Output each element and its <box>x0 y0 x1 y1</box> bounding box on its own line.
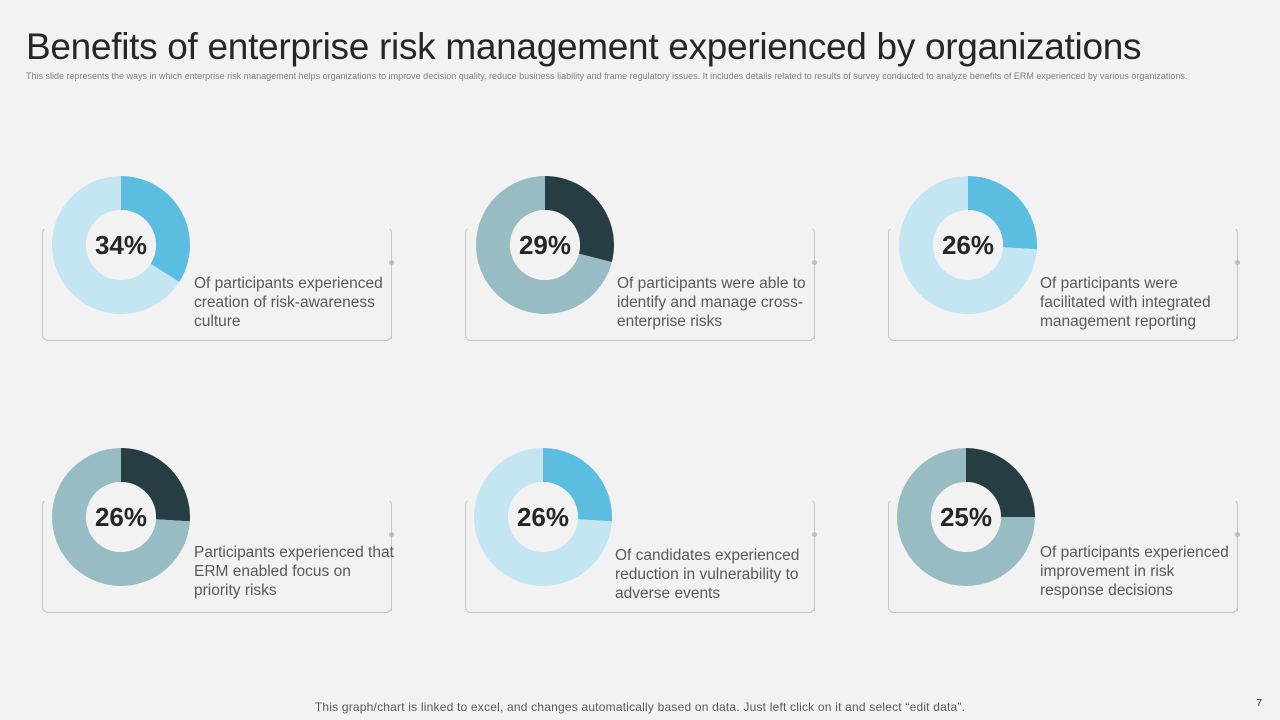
donut-svg <box>474 448 612 586</box>
donut-chart-6[interactable]: 25% <box>896 447 1036 587</box>
donut-slice-highlight[interactable] <box>968 176 1037 250</box>
donut-percentage-label: 26% <box>94 501 148 532</box>
donut-slice-remainder[interactable] <box>51 176 180 314</box>
slide-subtitle: This slide represents the ways in which … <box>26 71 1188 81</box>
donut-percentage-label: 34% <box>94 229 148 260</box>
donut-slice-highlight[interactable] <box>121 448 190 522</box>
donut-slice-highlight[interactable] <box>545 176 614 263</box>
donut-hole <box>933 210 1003 280</box>
stat-description: Of participants experienced creation of … <box>194 275 383 330</box>
stat-card-4: Participants experienced that ERM enable… <box>42 499 394 613</box>
stat-description: Of participants experienced improvement … <box>1040 544 1229 599</box>
donut-chart-4[interactable]: 26% <box>51 447 191 587</box>
donut-svg <box>899 176 1037 314</box>
donut-slice-remainder[interactable] <box>476 176 612 314</box>
card-edge-line <box>391 535 392 611</box>
donut-svg <box>52 448 190 586</box>
card-edge-line <box>1237 535 1238 611</box>
donut-chart-1[interactable]: 34% <box>51 175 191 315</box>
card-edge-line <box>1237 263 1238 339</box>
stat-card-1: Of participants experienced creation of … <box>42 227 394 341</box>
slide-title: Benefits of enterprise risk management e… <box>26 26 1142 67</box>
card-dot <box>389 260 394 265</box>
donut-percentage-label: 29% <box>518 229 572 260</box>
donut-svg <box>51 176 190 314</box>
footer-note: This graph/chart is linked to excel, and… <box>314 700 966 714</box>
card-edge-line <box>814 535 815 611</box>
card-dot <box>812 260 817 265</box>
donut-slice-remainder[interactable] <box>899 176 1037 314</box>
donut-percentage-label: 26% <box>941 229 995 260</box>
donut-percentage-label: 26% <box>516 501 570 532</box>
donut-slice-remainder[interactable] <box>52 448 190 586</box>
card-edge-line <box>814 263 815 339</box>
stat-description: Of candidates experienced reduction in v… <box>615 547 800 602</box>
donut-percentage-label: 25% <box>939 501 993 532</box>
card-dot <box>812 532 817 537</box>
donut-slice-remainder[interactable] <box>897 448 1035 586</box>
donut-slice-remainder[interactable] <box>474 448 612 586</box>
donut-slice-highlight[interactable] <box>543 448 612 522</box>
donut-chart-3[interactable]: 26% <box>898 175 1038 315</box>
page-number: 7 <box>1256 698 1262 709</box>
card-edge-line <box>391 263 392 339</box>
donut-hole <box>931 482 1001 552</box>
donut-chart-5[interactable]: 26% <box>473 447 613 587</box>
card-dot <box>389 532 394 537</box>
donut-hole <box>508 482 578 552</box>
stat-description: Participants experienced that ERM enable… <box>194 544 394 599</box>
donut-hole <box>510 210 580 280</box>
stat-description: Of participants were facilitated with in… <box>1040 275 1211 330</box>
donut-hole <box>86 482 156 552</box>
stat-card-6: Of participants experienced improvement … <box>888 499 1240 613</box>
donut-hole <box>86 210 156 280</box>
donut-slice-highlight[interactable] <box>966 448 1035 517</box>
stat-card-2: Of participants were able to identify an… <box>465 227 817 341</box>
card-dot <box>1235 260 1240 265</box>
donut-svg <box>476 176 614 314</box>
card-dot <box>1235 532 1240 537</box>
stat-card-3: Of participants were facilitated with in… <box>888 227 1240 341</box>
stat-card-5: Of candidates experienced reduction in v… <box>465 499 817 613</box>
stat-description: Of participants were able to identify an… <box>617 275 806 330</box>
donut-chart-2[interactable]: 29% <box>475 175 615 315</box>
donut-slice-highlight[interactable] <box>121 176 190 282</box>
donut-svg <box>897 448 1035 586</box>
